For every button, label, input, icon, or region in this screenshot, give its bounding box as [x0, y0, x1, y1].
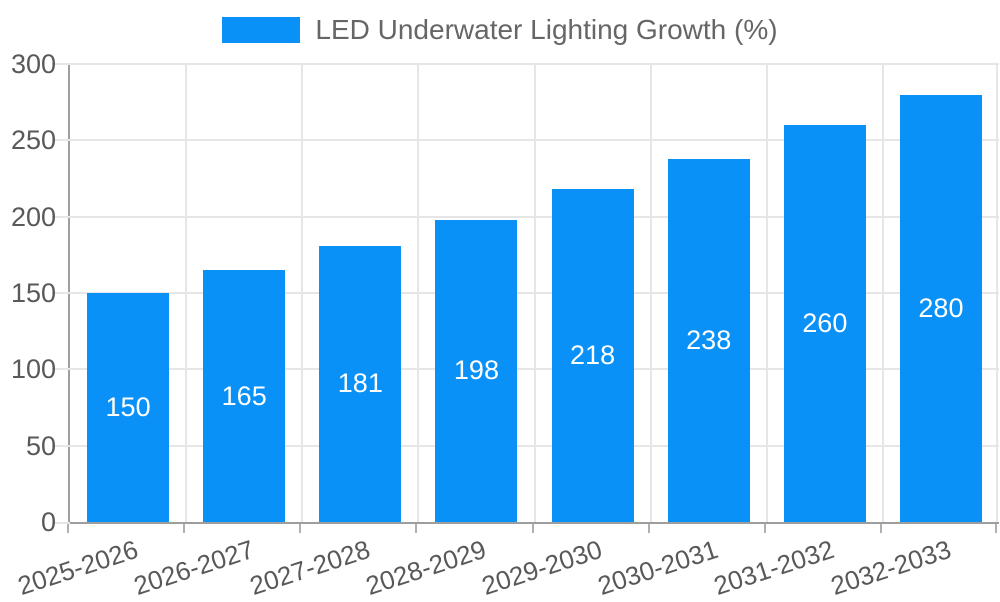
- x-axis-tick-mark: [879, 524, 882, 533]
- y-axis-tick-label: 200: [10, 201, 56, 232]
- x-gridline: [417, 64, 420, 522]
- legend-series-label: LED Underwater Lighting Growth (%): [315, 14, 778, 45]
- x-gridline: [881, 64, 884, 522]
- y-gridline-stub: [52, 522, 70, 524]
- x-gridline: [185, 64, 188, 522]
- bar: 198: [435, 219, 518, 522]
- x-axis-tick-label: 2032-2033: [826, 534, 955, 601]
- bar-value-label: 280: [918, 292, 964, 323]
- legend-color-swatch: [222, 17, 301, 43]
- x-axis-tick-mark: [995, 524, 997, 533]
- y-axis-tick-label: 150: [10, 278, 56, 308]
- x-axis-tick-mark: [531, 524, 534, 533]
- bar: 238: [667, 158, 750, 522]
- bar: 150: [87, 293, 170, 522]
- x-axis-tick-label: 2028-2029: [362, 534, 490, 601]
- y-gridline: [52, 139, 999, 142]
- x-gridline: [649, 64, 652, 522]
- bar-value-label: 165: [221, 380, 267, 411]
- chart-legend: LED Underwater Lighting Growth (%): [0, 14, 1000, 46]
- x-gridline: [301, 64, 304, 522]
- y-axis-tick-label: 50: [25, 430, 56, 461]
- x-axis-tick-mark: [299, 524, 302, 533]
- x-axis-tick-mark: [67, 524, 69, 533]
- bar: 165: [203, 270, 286, 522]
- x-gridline: [765, 64, 768, 522]
- bar: 280: [899, 94, 982, 522]
- bar-value-label: 238: [686, 324, 732, 355]
- y-axis-tick-label: 250: [10, 125, 56, 156]
- x-axis-tick-mark: [415, 524, 418, 533]
- x-axis-tick-mark: [183, 524, 186, 533]
- x-gridline: [533, 64, 536, 522]
- plot-area: 150 165 181 198 218 238 260 280: [52, 63, 999, 524]
- x-axis-tick-label: 2030-2031: [594, 534, 722, 601]
- y-gridline: [52, 368, 999, 371]
- x-axis-tick-label: 2031-2032: [710, 534, 839, 601]
- bar: 260: [783, 125, 866, 522]
- x-axis-tick-label: 2026-2027: [129, 534, 258, 601]
- bar: 218: [551, 189, 634, 522]
- y-gridline: [52, 292, 999, 294]
- x-axis-tick-mark: [647, 524, 650, 533]
- x-axis-tick-label: 2025-2026: [13, 534, 142, 601]
- x-axis-tick-label: 2029-2030: [478, 534, 606, 601]
- bar-value-label: 260: [802, 308, 848, 339]
- y-gridline: [52, 215, 999, 218]
- y-axis-tick-label: 0: [40, 507, 56, 537]
- bar-value-label: 181: [337, 368, 383, 399]
- y-axis-tick-label: 300: [10, 49, 56, 79]
- bar: 181: [319, 245, 402, 522]
- x-axis-tick-label: 2027-2028: [246, 534, 374, 601]
- y-gridline: [52, 63, 999, 65]
- bar-value-label: 198: [453, 355, 499, 386]
- y-gridline: [52, 444, 999, 447]
- x-axis-tick-mark: [763, 524, 766, 533]
- bar-value-label: 218: [570, 340, 616, 371]
- x-gridline: [996, 64, 998, 522]
- y-axis-tick-label: 100: [10, 354, 56, 385]
- bar-value-label: 150: [105, 392, 151, 422]
